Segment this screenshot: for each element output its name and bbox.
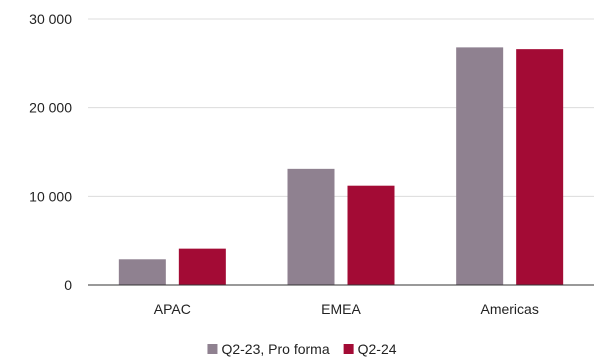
x-tick-label: Americas <box>480 301 538 317</box>
legend-label: Q2-24 <box>358 341 397 357</box>
y-tick-label: 0 <box>64 277 72 293</box>
gridlines <box>88 18 594 197</box>
y-tick-label: 20 000 <box>29 100 72 116</box>
bar-emea-series-1 <box>287 168 335 285</box>
legend-swatch <box>207 344 218 354</box>
x-axis-ticks: APAC EMEA Americas <box>154 301 539 317</box>
bar-apac-series-1 <box>118 259 166 285</box>
bar-americas-series-1 <box>456 47 504 285</box>
bar-americas-series-2 <box>516 49 564 285</box>
legend: Q2-23, Pro forma Q2-24 <box>207 341 397 357</box>
y-axis-ticks: 0 10 000 20 000 30 000 <box>29 11 72 293</box>
x-tick-label: EMEA <box>321 301 361 317</box>
y-tick-label: 30 000 <box>29 11 72 27</box>
x-tick-label: APAC <box>154 301 191 317</box>
legend-label: Q2-23, Pro forma <box>221 341 329 357</box>
y-tick-label: 10 000 <box>29 188 72 204</box>
bar-apac-series-2 <box>178 248 226 285</box>
legend-swatch <box>343 344 354 354</box>
bars <box>118 47 564 285</box>
bar-emea-series-2 <box>347 185 395 285</box>
